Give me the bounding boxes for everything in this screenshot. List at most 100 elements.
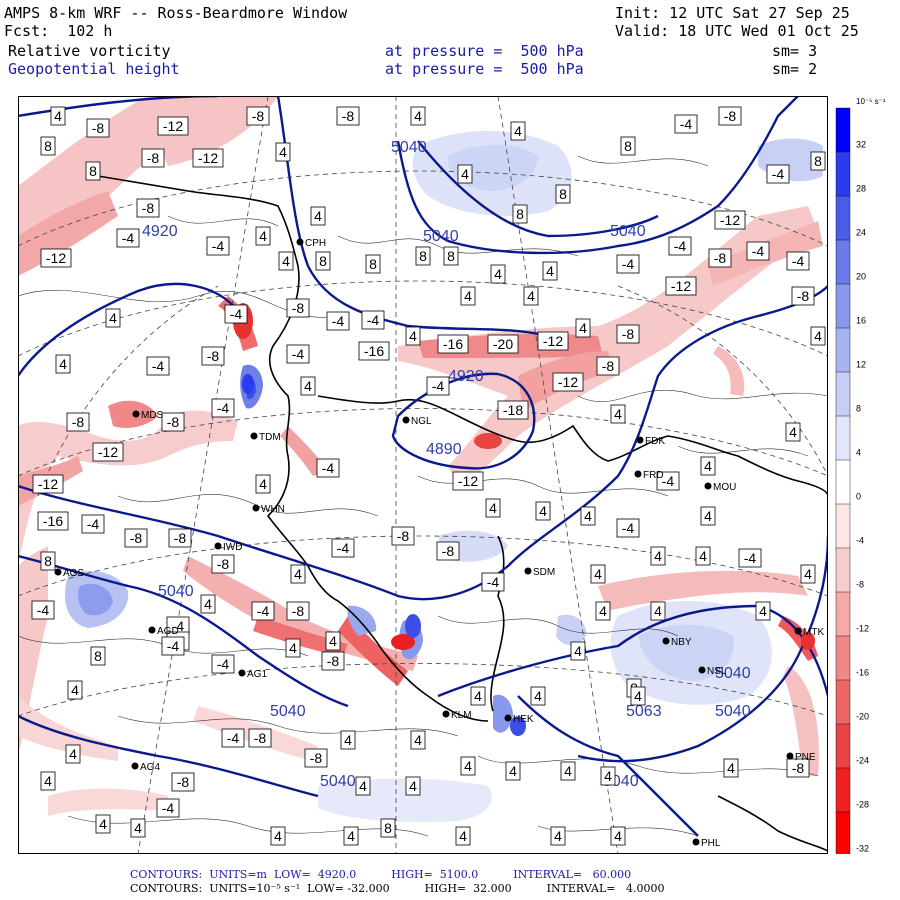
height-label: 5040 [270, 703, 306, 720]
vorticity-value-label: -4 [738, 548, 762, 568]
vorticity-value-label: -8 [171, 772, 195, 792]
svg-text:4: 4 [634, 688, 642, 704]
vorticity-value-label: -8 [201, 346, 225, 366]
svg-text:-8: -8 [714, 250, 727, 266]
svg-text:4: 4 [574, 643, 582, 659]
svg-text:-4: -4 [322, 460, 335, 476]
station-mds: MDS [132, 410, 164, 421]
svg-text:PNE: PNE [795, 752, 816, 763]
svg-text:-4: -4 [622, 256, 635, 272]
vorticity-value-label: 4 [65, 744, 81, 764]
vorticity-value-label: -4 [81, 514, 105, 534]
svg-text:-4: -4 [744, 550, 757, 566]
vorticity-value-label: 4 [570, 641, 586, 661]
vorticity-value-label: 4 [285, 638, 301, 658]
vorticity-value-label: 8 [315, 251, 331, 271]
height-label: 5063 [626, 703, 662, 720]
vorticity-value-label: 4 [610, 826, 626, 846]
colorbar-unit: 10⁻⁵ s⁻¹ [856, 97, 886, 106]
station-mou: MOU [704, 482, 736, 493]
vorticity-box-labels: 4-8 -12-8 -8 44 -4 -888-8 -12 4 88-44-8 4 88-12-4 4… [31, 106, 826, 846]
field1-name: Relative vorticity [8, 42, 171, 60]
svg-text:4: 4 [654, 548, 662, 564]
svg-text:AGD: AGD [157, 626, 179, 637]
svg-text:4: 4 [599, 603, 607, 619]
vorticity-value-label: 4 [600, 766, 616, 786]
colorbar-label: 24 [856, 228, 866, 238]
svg-text:4: 4 [614, 828, 622, 844]
svg-text:8: 8 [44, 138, 52, 154]
svg-text:-8: -8 [724, 108, 737, 124]
height-label: 5040 [610, 223, 646, 240]
svg-text:4: 4 [344, 732, 352, 748]
svg-text:4: 4 [554, 828, 562, 844]
svg-text:-4: -4 [217, 400, 230, 416]
colorbar-label: -32 [856, 844, 869, 854]
height-label: 5040 [715, 665, 751, 682]
colorbar-label: -20 [856, 712, 869, 722]
svg-text:8: 8 [516, 206, 524, 222]
vorticity-value-label: -8 [246, 106, 270, 126]
vorticity-value-label: -8 [168, 528, 192, 548]
station-nby: NBY [662, 637, 692, 648]
station-tdm: TDM [250, 432, 281, 443]
colorbar-label: -4 [856, 536, 864, 546]
vorticity-value-label: -8 [86, 118, 110, 138]
svg-text:8: 8 [369, 256, 377, 272]
svg-text:4: 4 [409, 328, 417, 344]
field2-smoothing: sm= 2 [772, 60, 818, 78]
vorticity-value-label: 4 [700, 506, 716, 526]
svg-text:4: 4 [594, 566, 602, 582]
svg-text:4: 4 [282, 253, 290, 269]
svg-text:4: 4 [134, 820, 142, 836]
svg-text:NBY: NBY [671, 637, 692, 648]
station-nsl: NSL [698, 666, 727, 677]
vorticity-value-label: 8 [40, 136, 56, 156]
station-sdm: SDM [524, 567, 555, 578]
vorticity-value-label: 4 [405, 326, 421, 346]
svg-text:-4: -4 [172, 618, 185, 634]
svg-text:-8: -8 [327, 653, 340, 669]
svg-text:4: 4 [109, 310, 117, 326]
vorticity-value-label: 4 [695, 546, 711, 566]
svg-text:8: 8 [94, 648, 102, 664]
svg-text:-20: -20 [493, 336, 513, 352]
vorticity-value-label: -16 [37, 511, 69, 531]
svg-text:-8: -8 [174, 530, 187, 546]
vorticity-value-label: 4 [325, 631, 341, 651]
svg-text:4: 4 [347, 828, 355, 844]
vorticity-value-label: 4 [560, 761, 576, 781]
vorticity-value-label: 4 [590, 564, 606, 584]
vorticity-value-label: 4 [535, 501, 551, 521]
svg-text:4: 4 [584, 508, 592, 524]
forecast-hour: Fcst: 102 h [4, 22, 113, 40]
svg-text:4: 4 [464, 758, 472, 774]
vorticity-value-label: -8 [124, 528, 148, 548]
svg-text:FRD: FRD [643, 470, 664, 481]
svg-text:MTK: MTK [803, 627, 824, 638]
vorticity-value-label: -4 [766, 164, 790, 184]
svg-text:-4: -4 [167, 638, 180, 654]
vorticity-value-label: -4 [156, 798, 180, 818]
vorticity-value-label: -8 [791, 286, 815, 306]
svg-text:-4: -4 [622, 520, 635, 536]
vorticity-value-label: -4 [221, 728, 245, 748]
vorticity-value-label: -16 [358, 341, 390, 361]
svg-text:-8: -8 [177, 774, 190, 790]
svg-text:8: 8 [419, 248, 427, 264]
vorticity-value-label: -4 [361, 310, 385, 330]
vorticity-value-label: -8 [436, 541, 460, 561]
svg-text:4: 4 [699, 548, 707, 564]
vorticity-value-label: 8 [90, 646, 106, 666]
colorbar-label: -8 [856, 580, 864, 590]
vorticity-value-label: 4 [130, 818, 146, 838]
vorticity-value-label: 4 [460, 756, 476, 776]
colorbar-cell [835, 679, 851, 725]
vorticity-value-label: -8 [718, 106, 742, 126]
svg-text:4: 4 [54, 108, 62, 124]
colorbar-cell [835, 151, 851, 197]
svg-text:FDK: FDK [645, 436, 665, 447]
station-klm: KLM [442, 710, 472, 721]
field2-level: at pressure = 500 hPa [385, 60, 584, 78]
vorticity-value-label: -4 [146, 356, 170, 376]
